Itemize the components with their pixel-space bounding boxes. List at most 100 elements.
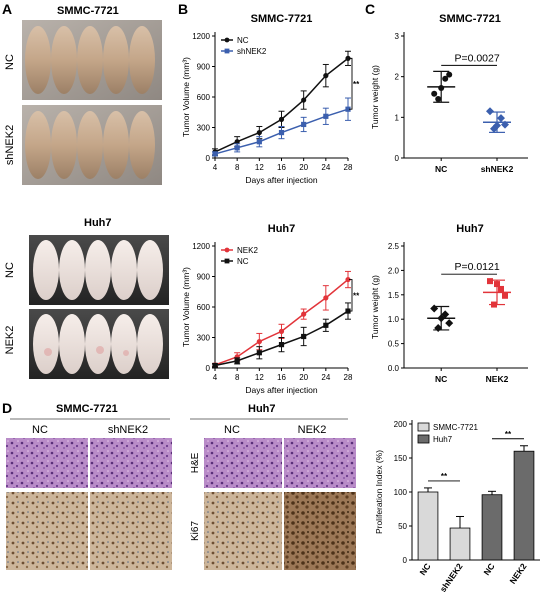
legend-marker	[224, 37, 230, 43]
legend-label: SMMC-7721	[433, 423, 478, 432]
panel-label-c: C	[365, 1, 375, 17]
data-point	[256, 139, 262, 145]
y-tick-label: 0.5	[388, 340, 400, 349]
data-point	[438, 85, 445, 92]
data-point	[435, 96, 442, 103]
y-tick-label: 2.0	[388, 266, 400, 275]
legend-swatch	[417, 434, 430, 444]
data-point	[487, 278, 493, 285]
data-point	[493, 121, 501, 130]
x-tick-label: 16	[277, 163, 286, 172]
chart-title: SMMC-7721	[439, 13, 501, 25]
x-tick-label: 24	[321, 373, 330, 382]
data-point	[345, 55, 351, 61]
he-smmc-nc	[6, 438, 88, 488]
panel-a-row-shnek2: shNEK2	[4, 125, 16, 165]
data-point	[212, 362, 218, 369]
data-point	[323, 322, 329, 328]
he-huh7-nc	[204, 438, 282, 488]
data-point	[345, 276, 351, 283]
legend-label: NC	[237, 36, 249, 45]
y-axis-label: Tumor Volume (mm³)	[181, 57, 191, 137]
legend-label: shNEK2	[237, 47, 267, 56]
legend-swatch	[417, 422, 430, 432]
chart-c-smmc-tumor-weight: SMMC-7721 0 1 2 3 NC shNEK2 Tumor weight (g) P=0…	[370, 13, 528, 174]
significance-bracket	[349, 57, 353, 110]
y-tick-label: 0	[395, 154, 400, 163]
data-point	[301, 121, 307, 128]
panel-d-row-ki67: Ki67	[190, 521, 201, 541]
x-tick-label: 4	[213, 163, 218, 172]
data-point	[445, 319, 454, 328]
x-tick-label: 20	[299, 373, 308, 382]
y-tick-label: 1200	[192, 242, 210, 251]
x-tick-label: 12	[255, 373, 264, 382]
panel-d-histology: SMMC-7721 NC shNEK2 Huh7 NC NEK2 H&E Ki6…	[6, 403, 356, 570]
y-tick-label: 50	[398, 522, 407, 531]
x-tick-label: NC	[417, 561, 432, 577]
x-tick-label: NC	[435, 164, 447, 174]
y-tick-label: 0	[206, 154, 211, 163]
data-point	[212, 151, 218, 157]
chart-title: SMMC-7721	[251, 13, 313, 25]
y-tick-label: 300	[197, 334, 211, 343]
significance-label: **	[505, 430, 512, 439]
legend-label: Huh7	[433, 435, 453, 444]
legend-marker	[224, 48, 230, 54]
panel-d-huh7-title: Huh7	[248, 403, 276, 415]
legend-label: NEK2	[237, 246, 258, 255]
y-tick-label: 200	[394, 420, 408, 429]
x-tick-label: 20	[299, 163, 308, 172]
panel-a-photos: SMMC-7721 NC shNEK2 Huh7 NC NEK2	[4, 5, 169, 379]
data-point	[498, 285, 504, 292]
data-point	[234, 139, 240, 145]
data-point	[430, 304, 439, 313]
x-tick-label: NC	[481, 561, 496, 577]
y-tick-label: 150	[394, 454, 408, 463]
x-tick-label: shNEK2	[438, 561, 465, 594]
y-tick-label: 900	[197, 273, 211, 282]
x-tick-label: NEK2	[486, 374, 509, 384]
x-tick-label: 28	[344, 373, 353, 382]
x-tick-label: 4	[213, 373, 218, 382]
panel-a-smmc-title: SMMC-7721	[57, 5, 119, 17]
ki67-smmc-shnek2	[90, 492, 172, 570]
chart-title: Huh7	[268, 223, 296, 235]
data-point	[323, 295, 329, 301]
data-point	[323, 113, 329, 119]
data-point	[256, 350, 262, 356]
y-tick-label: 0	[403, 556, 408, 565]
data-point	[256, 129, 262, 136]
x-tick-label: 16	[277, 373, 286, 382]
data-point	[345, 106, 351, 112]
bar	[513, 450, 535, 561]
y-tick-label: 2	[395, 73, 400, 82]
data-point	[431, 90, 438, 97]
y-tick-label: 1200	[192, 32, 210, 41]
data-point	[301, 97, 307, 103]
y-tick-label: 1.0	[388, 315, 400, 324]
p-value-label: P=0.0027	[454, 52, 499, 64]
x-tick-label: shNEK2	[481, 164, 514, 174]
panel-d-smmc-title: SMMC-7721	[56, 403, 118, 415]
data-point	[278, 129, 285, 136]
significance-label: **	[353, 291, 360, 300]
photo-smmc-shnek2	[22, 105, 162, 185]
y-tick-label: 3	[395, 32, 400, 41]
chart-b-huh7-tumor-volume: Huh7 0 300 600 900 1200 4 8 12 16 20 24 28 Days after…	[181, 223, 360, 395]
y-tick-label: 1	[395, 113, 400, 122]
ki67-huh7-nek2	[284, 492, 356, 570]
y-axis-label: Proliferation Index (%)	[374, 450, 384, 534]
x-axis-label: Days after injection	[245, 385, 318, 395]
legend-marker	[224, 247, 230, 253]
y-tick-label: 100	[394, 488, 408, 497]
chart-d-proliferation-index: 0 50 100 150 200 Proliferation Index (%) NC shN…	[374, 420, 540, 594]
x-tick-label: NEK2	[507, 561, 528, 586]
photo-huh7-nek2	[29, 309, 169, 379]
panel-label-b: B	[178, 1, 188, 17]
panel-d-col-nek2: NEK2	[298, 424, 327, 436]
panel-a-row-nc: NC	[4, 54, 16, 70]
chart-c-huh7-tumor-weight: Huh7 0.0 0.5 1.0 1.5 2.0 2.5 NC NEK2 Tumor weight…	[370, 223, 528, 384]
p-value-label: P=0.0121	[454, 261, 499, 273]
